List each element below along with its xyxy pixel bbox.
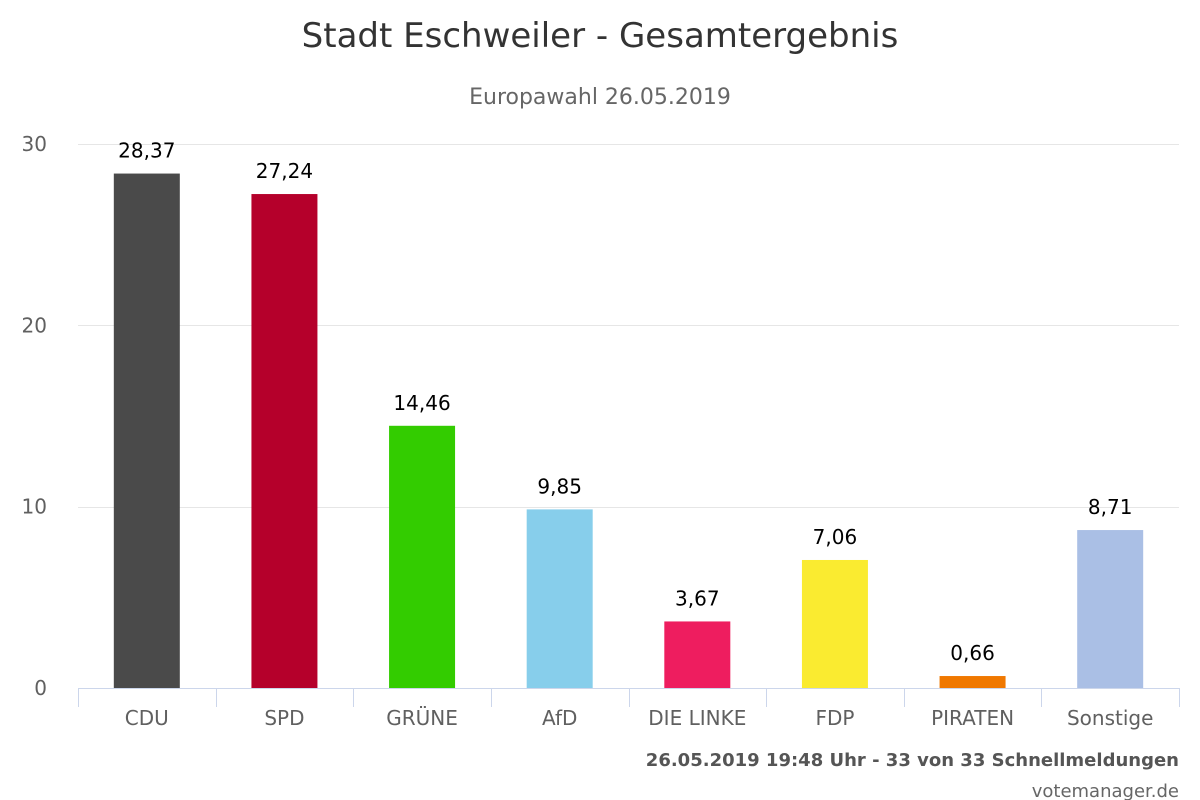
data-label: 9,85 [537, 474, 582, 498]
chart-title: Stadt Eschweiler - Gesamtergebnis [302, 16, 899, 56]
bar [113, 173, 180, 689]
x-tick-label: DIE LINKE [648, 706, 746, 730]
x-tick-label: SPD [264, 706, 304, 730]
bar [1077, 530, 1144, 688]
data-label: 14,46 [393, 391, 450, 415]
y-axis-tick-labels: 0 10 20 30 [22, 132, 47, 700]
x-axis-tick-labels: CDU SPD GRÜNE AfD DIE LINKE FDP PIRATEN Sonstig… [125, 706, 1154, 730]
chart-subtitle: Europawahl 26.05.2019 [469, 85, 731, 110]
footer-status: 26.05.2019 19:48 Uhr - 33 von 33 Schnell… [646, 750, 1179, 771]
data-label: 8,71 [1088, 495, 1133, 519]
x-axis [78, 688, 1180, 707]
bar [801, 559, 868, 688]
bar [664, 621, 731, 688]
x-tick-label: FDP [815, 706, 854, 730]
x-tick-label: Sonstige [1067, 706, 1153, 730]
y-tick-label: 20 [22, 313, 47, 337]
data-labels: 28,37 27,24 14,46 9,85 3,67 7,06 0,66 8,71 [118, 139, 1132, 665]
bar [251, 194, 318, 688]
data-label: 0,66 [950, 641, 995, 665]
y-tick-label: 0 [34, 676, 47, 700]
data-label: 27,24 [256, 159, 313, 183]
x-tick-label: CDU [125, 706, 169, 730]
x-tick-label: GRÜNE [386, 706, 458, 730]
gridlines [78, 144, 1179, 508]
x-tick-label: PIRATEN [931, 706, 1014, 730]
data-label: 28,37 [118, 139, 175, 163]
bar [389, 425, 456, 688]
footer-credit: votemanager.de [1032, 781, 1179, 800]
data-label: 3,67 [675, 586, 720, 610]
bar [939, 676, 1006, 688]
y-tick-label: 30 [22, 132, 47, 156]
y-tick-label: 10 [22, 495, 47, 519]
data-label: 7,06 [813, 525, 858, 549]
x-tick-label: AfD [542, 706, 577, 730]
bars [113, 173, 1144, 689]
bar [526, 509, 593, 688]
